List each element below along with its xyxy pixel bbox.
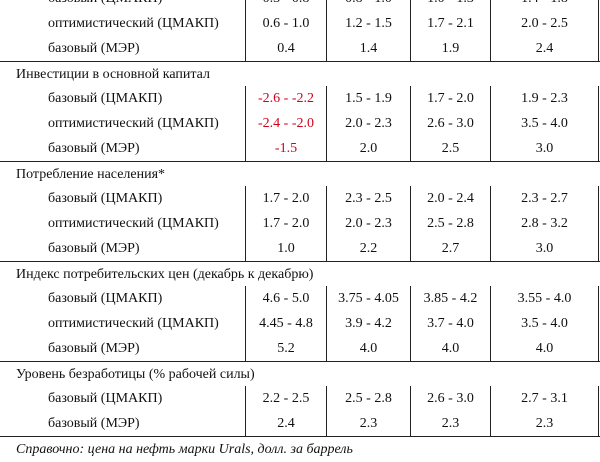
section-row: Индекс потребительских цен (декабрь к де… xyxy=(0,261,600,287)
row-label: оптимистический (ЦМАКП) xyxy=(48,16,219,31)
value-cell: 1.7 - 2.0 xyxy=(245,211,326,236)
value-cell: -2.4 - -2.0 xyxy=(245,111,326,136)
section-title: Уровень безработицы (% рабочей силы) xyxy=(16,367,255,382)
value-cell: 3.5 - 4.0 xyxy=(490,111,599,136)
value-cell: 0.8 - 1.0 xyxy=(326,0,410,11)
value-cell: 2.3 xyxy=(490,411,599,436)
row-label: базовый (ЦМАКП) xyxy=(48,291,163,306)
value-cell: -1.5 xyxy=(245,136,326,161)
value-cell: 2.7 xyxy=(410,236,490,261)
section-title: Инвестиции в основной капитал xyxy=(16,67,210,82)
section-title: Потребление населения* xyxy=(16,167,166,182)
value-cell: -2.6 - -2.2 xyxy=(245,86,326,111)
section-title: Индекс потребительских цен (декабрь к де… xyxy=(16,267,314,282)
value-cell: 2.0 - 2.3 xyxy=(326,211,410,236)
value-cell: 2.6 - 3.0 xyxy=(410,111,490,136)
value-cell: 2.5 - 2.8 xyxy=(326,386,410,411)
value-cell: 4.45 - 4.8 xyxy=(245,311,326,336)
row-label: базовый (ЦМАКП) xyxy=(48,191,163,206)
value-cell: 2.3 xyxy=(326,411,410,436)
value-cell: 1.5 - 1.9 xyxy=(326,86,410,111)
value-cell: 0.3 - 0.8 xyxy=(245,0,326,11)
value-cell: 3.5 - 4.0 xyxy=(490,311,599,336)
section-row: Потребление населения* xyxy=(0,161,600,187)
value-cell: 1.4 xyxy=(326,36,410,61)
value-cell: 2.4 xyxy=(490,36,599,61)
value-cell: 2.3 - 2.7 xyxy=(490,186,599,211)
value-cell: 4.6 - 5.0 xyxy=(245,286,326,311)
table-row: оптимистический (ЦМАКП) 1.7 - 2.0 2.0 - 2.… xyxy=(0,211,600,236)
value-cell: 1.9 xyxy=(410,36,490,61)
row-label: оптимистический (ЦМАКП) xyxy=(48,216,219,231)
table-row: базовый (ЦМАКП) 2.2 - 2.5 2.5 - 2.8 2.6 - 3… xyxy=(0,386,600,411)
value-cell: 3.75 - 4.05 xyxy=(326,286,410,311)
row-label: базовый (ЦМАКП) xyxy=(48,0,162,11)
row-label: базовый (МЭР) xyxy=(48,416,140,431)
value-cell: 2.0 - 2.5 xyxy=(490,11,599,36)
value-cell: 2.0 xyxy=(326,136,410,161)
section-row: Инвестиции в основной капитал xyxy=(0,61,600,87)
value-cell: 2.3 - 2.5 xyxy=(326,186,410,211)
value-cell: 2.8 - 3.2 xyxy=(490,211,599,236)
table-row: базовый (МЭР) 2.4 2.3 2.3 2.3 xyxy=(0,411,600,436)
value-cell: 2.0 - 2.4 xyxy=(410,186,490,211)
row-label: базовый (ЦМАКП) xyxy=(48,91,163,106)
value-cell: 2.2 xyxy=(326,236,410,261)
section-row: Уровень безработицы (% рабочей силы) xyxy=(0,361,600,387)
value-cell: 5.2 xyxy=(245,336,326,361)
value-cell: 1.2 - 1.5 xyxy=(326,11,410,36)
value-cell: 2.5 xyxy=(410,136,490,161)
value-cell: 1.4 - 1.8 xyxy=(490,0,599,11)
table-row: базовый (ЦМАКП) 0.3 - 0.80.8 - 1.01.0 - 1… xyxy=(0,0,600,11)
value-cell: 3.0 xyxy=(490,236,599,261)
table-row: оптимистический (ЦМАКП) -2.4 - -2.0 2.0 - … xyxy=(0,111,600,136)
value-cell: 2.4 xyxy=(245,411,326,436)
row-label: базовый (МЭР) xyxy=(48,141,140,156)
value-cell: 3.55 - 4.0 xyxy=(490,286,599,311)
table-row: оптимистический (ЦМАКП) 4.45 - 4.8 3.9 - 4… xyxy=(0,311,600,336)
row-label: оптимистический (ЦМАКП) xyxy=(48,316,219,331)
value-cell: 1.0 - 1.3 xyxy=(410,0,490,11)
row-label: базовый (ЦМАКП) xyxy=(48,391,163,406)
table-row: базовый (ЦМАКП) 4.6 - 5.0 3.75 - 4.05 3.85 … xyxy=(0,286,600,311)
row-label: оптимистический (ЦМАКП) xyxy=(48,116,219,131)
value-cell: 1.0 xyxy=(245,236,326,261)
value-cell: 3.85 - 4.2 xyxy=(410,286,490,311)
value-cell: 1.7 - 2.0 xyxy=(245,186,326,211)
value-cell: 3.9 - 4.2 xyxy=(326,311,410,336)
value-cell: 4.0 xyxy=(490,336,599,361)
table-row: базовый (МЭР) 0.4 1.4 1.9 2.4 xyxy=(0,36,600,61)
table-row: базовый (МЭР) -1.5 2.0 2.5 3.0 xyxy=(0,136,600,161)
table-row: базовый (ЦМАКП) -2.6 - -2.2 1.5 - 1.9 1.7 -… xyxy=(0,86,600,111)
value-cell: 4.0 xyxy=(410,336,490,361)
value-cell: 2.0 - 2.3 xyxy=(326,111,410,136)
value-cell: 0.4 xyxy=(245,36,326,61)
value-cell: 3.0 xyxy=(490,136,599,161)
table-row: оптимистический (ЦМАКП) 0.6 - 1.0 1.2 - 1.… xyxy=(0,11,600,36)
value-cell: 2.3 xyxy=(410,411,490,436)
table-row: базовый (ЦМАКП) 1.7 - 2.0 2.3 - 2.5 2.0 - 2… xyxy=(0,186,600,211)
row-label: базовый (МЭР) xyxy=(48,241,140,256)
value-cell: 4.0 xyxy=(326,336,410,361)
row-label: базовый (МЭР) xyxy=(48,41,140,56)
value-cell: 2.7 - 3.1 xyxy=(490,386,599,411)
value-cell: 0.6 - 1.0 xyxy=(245,11,326,36)
table-row: базовый (МЭР) 5.2 4.0 4.0 4.0 xyxy=(0,336,600,361)
table-row: базовый (МЭР) 1.0 2.2 2.7 3.0 xyxy=(0,236,600,261)
value-cell: 2.6 - 3.0 xyxy=(410,386,490,411)
value-cell: 1.7 - 2.0 xyxy=(410,86,490,111)
note-row: Справочно: цена на нефть марки Urals, до… xyxy=(0,436,600,462)
row-label: базовый (МЭР) xyxy=(48,341,140,356)
value-cell: 2.5 - 2.8 xyxy=(410,211,490,236)
value-cell: 3.7 - 4.0 xyxy=(410,311,490,336)
value-cell: 1.9 - 2.3 xyxy=(490,86,599,111)
value-cell: 1.7 - 2.1 xyxy=(410,11,490,36)
value-cell: 2.2 - 2.5 xyxy=(245,386,326,411)
